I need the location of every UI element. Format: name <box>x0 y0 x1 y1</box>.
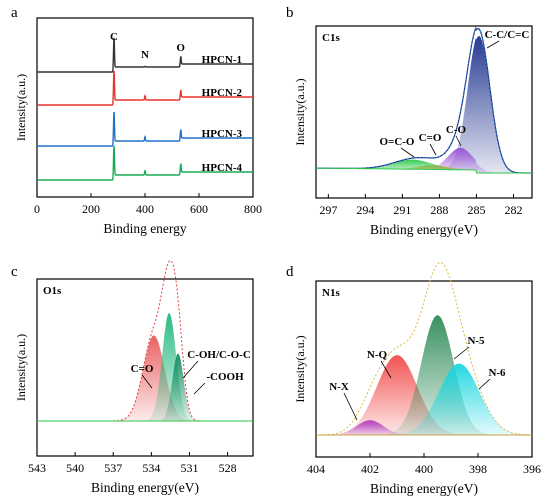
x-tick-label: 285 <box>467 203 485 217</box>
y-axis-label: Intensity(a.u.) <box>14 74 28 141</box>
panel-title: N1s <box>322 287 340 299</box>
annotation-pointer <box>429 143 437 156</box>
series-label-hpcn-2: HPCN-2 <box>202 87 243 99</box>
x-tick-label: 288 <box>430 203 448 217</box>
panel-label-b: b <box>286 5 294 21</box>
panel-title: O1s <box>43 285 62 297</box>
x-tick-label: 402 <box>361 462 379 476</box>
x-axis-label: Binding energy(eV) <box>91 480 199 495</box>
component-peak-c-c-c-c <box>316 36 532 173</box>
x-tick-label: 0 <box>34 202 40 216</box>
y-axis-label: Intensity(a.u.) <box>293 335 307 402</box>
x-axis-label: Binding energy <box>103 221 187 236</box>
x-tick-label: 600 <box>190 202 208 216</box>
series-line-hpcn-2 <box>37 70 253 106</box>
annotation-pointer <box>453 346 470 360</box>
x-tick-label: 404 <box>307 462 325 476</box>
annotation-pointer <box>486 40 500 49</box>
plot-frame <box>315 25 533 199</box>
n1s-spectrum-panel: 404 402 400 398 396 Binding energy(eV) Intensi… <box>293 262 541 496</box>
component-peak-o-c-o <box>316 159 532 173</box>
peak-annotation-n-q: N-Q <box>367 349 388 361</box>
component-peak-n-5 <box>316 315 532 435</box>
x-tick-label: 543 <box>28 461 46 475</box>
x-tick-label: 396 <box>523 462 541 476</box>
x-tick-label: 398 <box>469 462 487 476</box>
x-tick-label: 294 <box>356 203 374 217</box>
peak-annotation-c-o: C-O <box>446 124 467 136</box>
x-tick-label: 291 <box>393 203 411 217</box>
c1s-spectrum-panel: 297 294 291 288 285 282 Binding energy(eV) Inte… <box>293 25 533 237</box>
x-tick-label: 400 <box>415 462 433 476</box>
peak-annotation-n-6: N-6 <box>488 367 506 379</box>
peak-annotation-n-5: N-5 <box>467 335 485 347</box>
x-tick-label: 800 <box>244 202 262 216</box>
y-axis-label: Intensity(a.u.) <box>14 334 28 401</box>
fit-envelope-line <box>316 262 532 436</box>
series-line-hpcn-3 <box>37 111 253 147</box>
x-tick-label: 528 <box>219 461 237 475</box>
peak-annotation-c-o: C=O <box>131 363 154 375</box>
annotation-pointer <box>380 360 392 379</box>
series-label-hpcn-1: HPCN-1 <box>202 54 242 66</box>
component-peak-c-o <box>316 147 532 173</box>
x-tick-label: 297 <box>319 203 337 217</box>
annotation-pointer <box>455 135 462 147</box>
peak-annotation-n-x: N-X <box>329 381 349 393</box>
peak-annotation-c-oh-c-o-c: C-OH/C-O-C <box>187 349 251 361</box>
annotation-pointer <box>400 147 415 158</box>
o1s-spectrum-panel: 543 540 537 534 531 528 Binding energy(eV) Inte… <box>14 259 254 495</box>
x-tick-label: 534 <box>142 461 160 475</box>
series-line-hpcn-4 <box>37 145 253 181</box>
survey-spectrum-panel: 0 200 400 600 800 Binding energy Intensity(a.u… <box>14 17 262 236</box>
peak-label-n: N <box>141 49 149 61</box>
annotation-pointer <box>478 378 491 390</box>
plot-frame <box>36 278 254 457</box>
series-label-hpcn-4: HPCN-4 <box>202 162 243 174</box>
annotation-pointer <box>193 382 206 395</box>
peak-label-o: O <box>176 42 185 54</box>
peak-label-c: C <box>110 31 118 43</box>
peak-annotation-o-c-o: O=C-O <box>380 136 415 148</box>
peak-annotation-c-c-c-c: C-C/C=C <box>485 29 530 41</box>
component-peak-n-6 <box>316 363 532 435</box>
x-axis-label: Binding energy(eV) <box>370 222 478 237</box>
annotation-pointer <box>182 360 199 379</box>
x-tick-label: 540 <box>66 461 84 475</box>
panel-label-a: a <box>11 5 18 21</box>
x-tick-label: 531 <box>180 461 198 475</box>
panel-title: C1s <box>322 32 340 44</box>
annotation-pointer <box>141 374 153 389</box>
peak-annotation-c-o: C=O <box>419 132 442 144</box>
panel-label-d: d <box>286 264 294 280</box>
x-axis-label: Binding energy(eV) <box>370 481 478 496</box>
x-tick-label: 282 <box>504 203 522 217</box>
background-baseline <box>316 167 532 174</box>
series-label-hpcn-3: HPCN-3 <box>202 128 243 140</box>
annotation-pointer <box>343 392 358 421</box>
x-tick-label: 200 <box>82 202 100 216</box>
panel-label-c: c <box>11 264 18 280</box>
y-axis-label: Intensity(a.u.) <box>293 78 307 145</box>
series-line-hpcn-1 <box>37 37 253 73</box>
component-peak-n-q <box>316 355 532 435</box>
peak-annotation--cooh: -COOH <box>206 371 244 383</box>
x-tick-label: 537 <box>104 461 122 475</box>
x-tick-label: 400 <box>136 202 154 216</box>
